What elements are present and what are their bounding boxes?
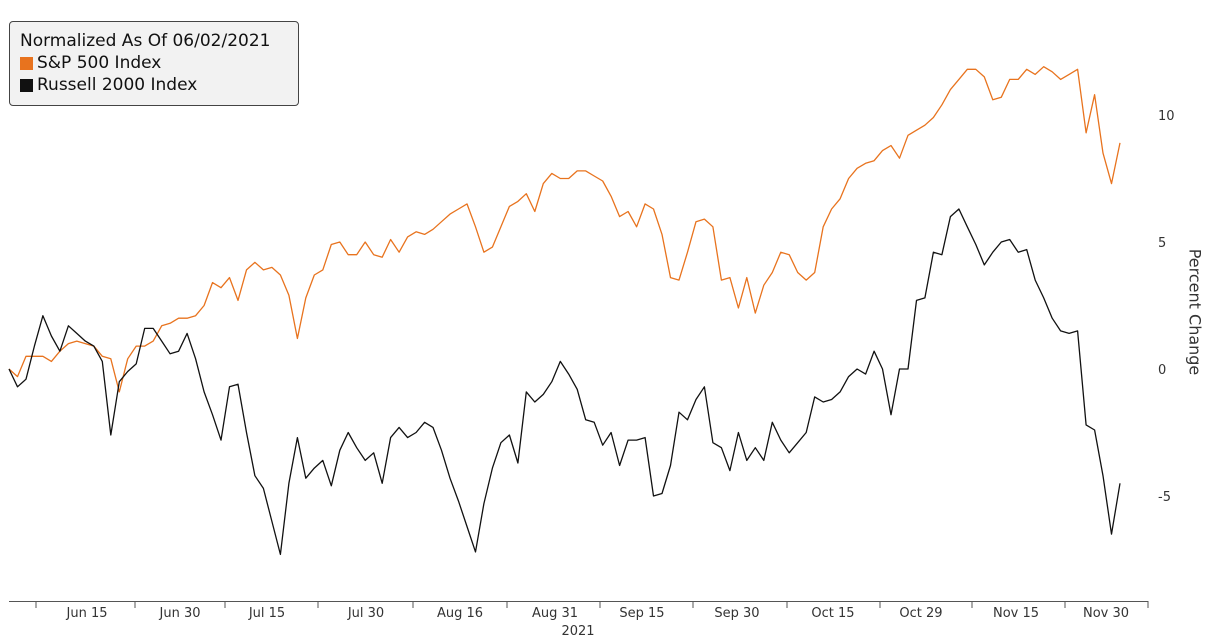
legend-title: Normalized As Of 06/02/2021 <box>20 31 271 51</box>
x-tick-label: Jul 30 <box>347 606 384 621</box>
y-tick-label: 0 <box>1158 363 1166 378</box>
x-tick-labels: Jun 15 Jun 30 Jul 15 Jul 30 Aug 16 Aug 31 Sep … <box>66 606 1130 621</box>
x-tick-label: Nov 15 <box>993 606 1039 621</box>
legend: Normalized As Of 06/02/2021 S&P 500 Inde… <box>9 21 299 106</box>
series-line-russell2000 <box>8 208 1121 556</box>
x-tick-label: Oct 29 <box>899 606 942 621</box>
legend-label-russell2000: Russell 2000 Index <box>37 75 198 95</box>
y-axis-label: Percent Change <box>1185 248 1205 376</box>
x-tick-marks <box>35 601 1149 608</box>
y-tick-labels: 10 5 0 -5 <box>1158 109 1175 505</box>
y-tick-label: -5 <box>1158 490 1171 505</box>
x-tick-label: Sep 30 <box>714 606 759 621</box>
x-tick-label: Sep 15 <box>619 606 664 621</box>
legend-item-sp500: S&P 500 Index <box>20 52 288 74</box>
x-tick-label: Oct 15 <box>811 606 854 621</box>
x-tick-label: Nov 30 <box>1083 606 1129 621</box>
x-tick-label: Jul 15 <box>248 606 285 621</box>
legend-label-sp500: S&P 500 Index <box>37 53 162 73</box>
y-tick-label: 5 <box>1158 236 1166 251</box>
x-tick-label: Jun 15 <box>66 606 108 621</box>
x-tick-label: Aug 31 <box>532 606 578 621</box>
y-tick-label: 10 <box>1158 109 1175 124</box>
x-tick-label: Jun 30 <box>159 606 201 621</box>
series-line-sp500 <box>8 66 1121 393</box>
legend-swatch-sp500 <box>20 56 33 70</box>
legend-item-russell2000: Russell 2000 Index <box>20 74 288 96</box>
series-lines <box>8 66 1121 556</box>
legend-swatch-russell2000 <box>20 78 33 92</box>
x-axis-year-label: 2021 <box>561 624 594 639</box>
x-tick-label: Aug 16 <box>437 606 483 621</box>
